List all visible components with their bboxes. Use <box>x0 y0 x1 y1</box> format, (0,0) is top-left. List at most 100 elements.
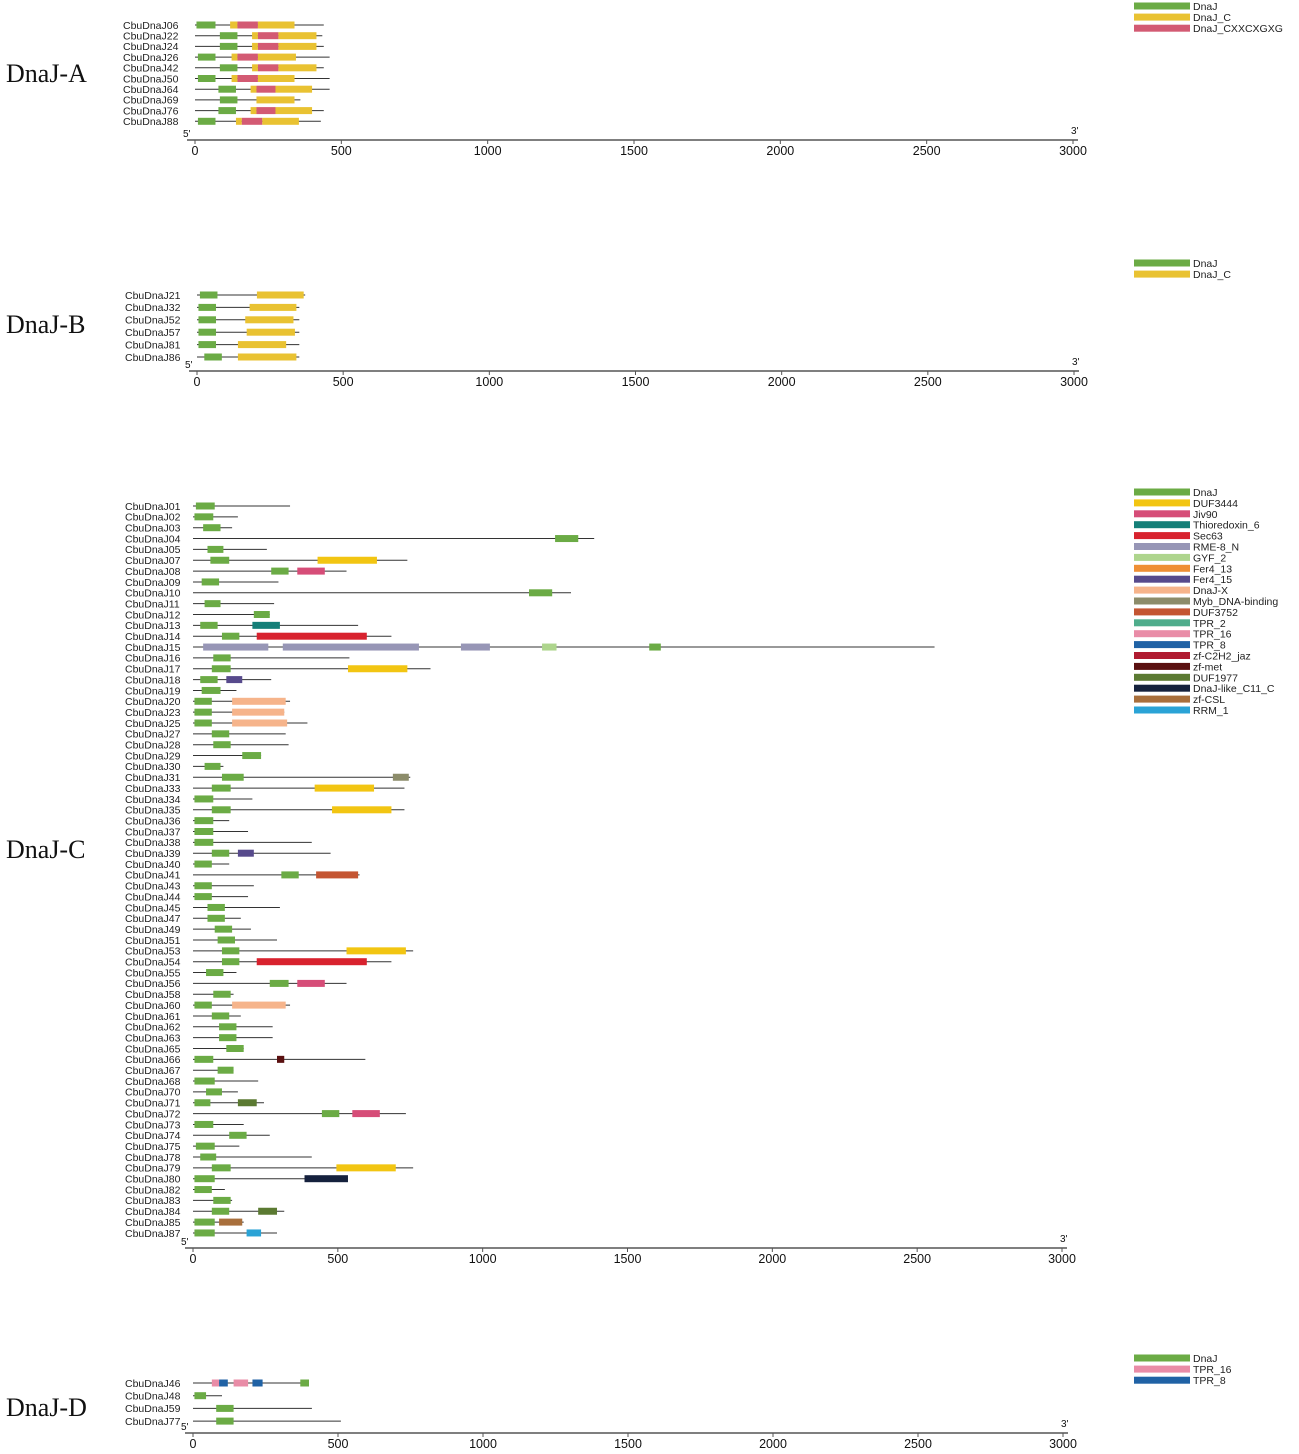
domain-box <box>204 353 222 361</box>
domain-box <box>257 64 279 72</box>
domain-box <box>256 958 367 966</box>
domain-box <box>194 1099 211 1107</box>
gene-name: CbuDnaJ10 <box>125 588 181 600</box>
legend-label: Sec63 <box>1193 531 1223 543</box>
gene-name: CbuDnaJ77 <box>125 1416 181 1428</box>
gene-name: CbuDnaJ50 <box>123 73 179 85</box>
gene-name: CbuDnaJ84 <box>125 1206 181 1218</box>
domain-box <box>213 1196 231 1204</box>
domain-box <box>245 316 294 324</box>
domain-box <box>195 1142 215 1150</box>
domain-box <box>211 784 231 792</box>
domain-box <box>197 53 216 61</box>
gene-name: CbuDnaJ15 <box>125 642 181 654</box>
domain-box <box>252 621 280 629</box>
domain-box <box>460 643 490 651</box>
domain-box <box>237 21 258 29</box>
domain-box <box>555 535 579 543</box>
legend-swatch <box>1134 597 1190 605</box>
legend-swatch <box>1134 575 1190 583</box>
domain-box <box>206 969 224 977</box>
domain-box <box>218 107 236 115</box>
domain-box <box>219 1379 228 1387</box>
domain-box <box>269 979 289 987</box>
domain-box <box>194 1001 212 1009</box>
domain-box <box>219 1218 243 1226</box>
domain-box <box>226 1045 244 1052</box>
legend-swatch <box>1134 510 1190 518</box>
gene-name: CbuDnaJ09 <box>125 577 181 589</box>
gene-name: CbuDnaJ32 <box>125 302 181 314</box>
gene-name: CbuDnaJ31 <box>125 772 181 784</box>
axis-tick-label: 500 <box>331 144 352 158</box>
legend-label: Thioredoxin_6 <box>1193 520 1260 532</box>
gene-name: CbuDnaJ71 <box>125 1098 181 1110</box>
gene-name: CbuDnaJ70 <box>125 1087 181 1099</box>
gene-name: CbuDnaJ17 <box>125 664 181 676</box>
gene-name: CbuDnaJ73 <box>125 1119 181 1131</box>
legend-swatch <box>1134 553 1190 561</box>
domain-box <box>213 990 231 998</box>
domain-box <box>211 730 230 738</box>
domain-box <box>257 75 295 82</box>
domain-box <box>210 556 230 564</box>
domain-box <box>194 817 214 825</box>
domain-box <box>275 107 313 115</box>
gene-name: CbuDnaJ83 <box>125 1195 181 1207</box>
domain-box <box>242 752 262 760</box>
domain-box <box>203 643 269 651</box>
domain-box <box>297 979 325 987</box>
axis-tick-label: 3000 <box>1048 1252 1076 1266</box>
domain-box <box>211 1379 220 1387</box>
gene-name: CbuDnaJ60 <box>125 1000 181 1012</box>
legend-swatch <box>1134 684 1190 692</box>
three-prime-label: 3' <box>1061 1419 1069 1430</box>
axis-tick-label: 1000 <box>469 1252 497 1266</box>
gene-name: CbuDnaJ59 <box>125 1403 181 1415</box>
legend-label: zf-CSL <box>1193 694 1225 706</box>
domain-box <box>200 676 218 684</box>
domain-box <box>206 1088 222 1096</box>
axis-tick-label: 1000 <box>474 144 502 158</box>
legend-swatch <box>1134 13 1190 21</box>
domain-box <box>278 64 317 72</box>
legend-swatch <box>1134 652 1190 659</box>
axis-tick-label: 1000 <box>475 375 503 389</box>
legend-label: DnaJ_C <box>1193 269 1231 281</box>
axis-tick-label: 500 <box>328 1437 349 1451</box>
axis-tick-label: 500 <box>327 1252 348 1266</box>
legend-swatch <box>1134 619 1190 627</box>
domain-box <box>316 871 359 879</box>
domain-box <box>252 64 258 72</box>
legend-label: RRM_1 <box>1193 705 1229 717</box>
domain-box <box>237 353 297 361</box>
legend-label: DUF1977 <box>1193 672 1238 684</box>
legend-label: DnaJ-like_C11_C <box>1193 683 1275 695</box>
legend-label: Jiv90 <box>1193 509 1218 521</box>
axis-tick-label: 0 <box>190 1252 197 1266</box>
legend-label: Fer4_13 <box>1193 563 1232 575</box>
legend-swatch <box>1134 532 1190 540</box>
gene-name: CbuDnaJ48 <box>125 1391 181 1403</box>
domain-box <box>256 632 367 640</box>
domain-box <box>196 21 216 29</box>
gene-name: CbuDnaJ35 <box>125 805 181 817</box>
domain-box <box>257 53 296 61</box>
gene-name: CbuDnaJ13 <box>125 620 181 632</box>
domain-box <box>300 1379 309 1387</box>
domain-box <box>271 567 289 575</box>
legend-swatch <box>1134 695 1190 703</box>
domain-box <box>317 556 377 564</box>
legend-label: Fer4_15 <box>1193 574 1232 586</box>
domain-box <box>352 1110 380 1118</box>
gene-name: CbuDnaJ76 <box>123 105 179 117</box>
domain-box <box>253 611 270 618</box>
domain-box <box>200 1153 217 1161</box>
domain-box <box>198 341 217 349</box>
domain-box <box>278 32 317 40</box>
domain-box <box>199 291 218 299</box>
domain-box <box>392 773 409 781</box>
domain-box <box>219 96 238 104</box>
domain-box <box>197 75 216 82</box>
gene-name: CbuDnaJ41 <box>125 870 181 882</box>
